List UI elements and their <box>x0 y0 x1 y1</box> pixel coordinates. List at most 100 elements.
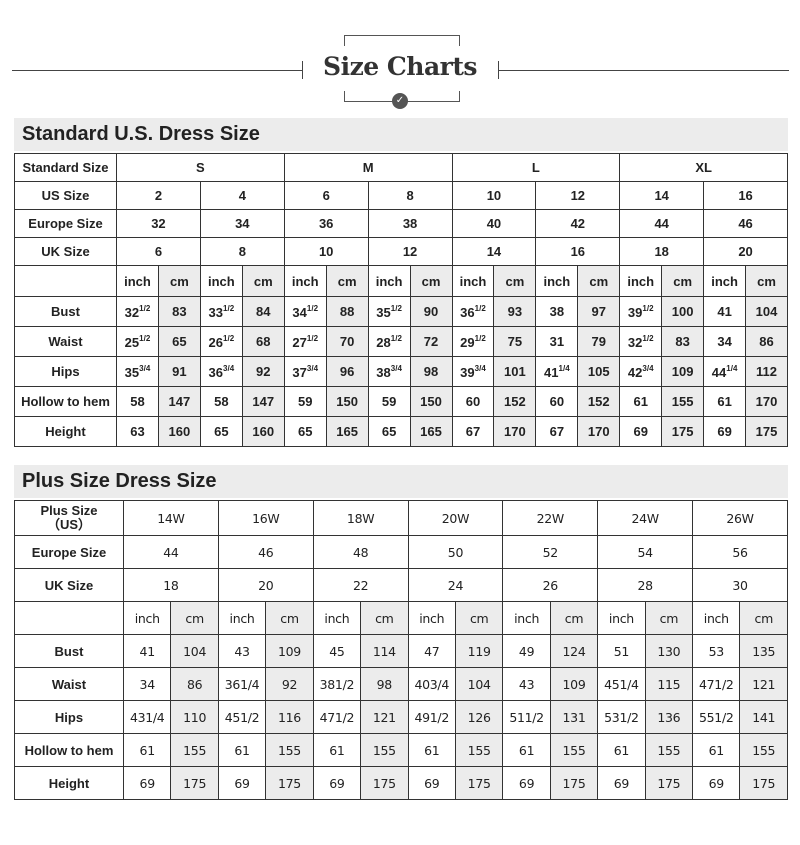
value-whole: 67 <box>549 424 565 439</box>
measurement-row: Waist 251/2 65 261/2 68 271/2 70 281/2 72 291/2 75… <box>14 326 788 357</box>
value-whole: 37 <box>292 364 307 380</box>
inch-value: 59 <box>283 386 327 417</box>
cm-value: 155 <box>549 733 599 767</box>
inch-value: 69 <box>692 766 741 800</box>
size-cell: S <box>116 153 285 182</box>
unit-cm: cm <box>493 265 537 297</box>
title-rule-right <box>499 70 789 71</box>
value-whole: 98 <box>423 364 439 379</box>
unit-inch: inch <box>619 265 663 297</box>
inch-value: 511/2 <box>502 700 551 734</box>
size-cell: 50 <box>407 535 504 569</box>
row-label: Height <box>14 416 117 447</box>
plus-section-title: Plus Size Dress Size <box>22 470 217 492</box>
value-fraction: 1/2 <box>390 333 402 343</box>
cm-value: 83 <box>157 296 201 327</box>
plus-size-row: Plus Size （US） 14W 16W 18W 20W 22W 24W 26W <box>14 500 788 536</box>
size-cell: 48 <box>312 535 409 569</box>
inch-value: 61 <box>122 733 172 767</box>
cm-value: 141 <box>739 700 788 734</box>
cm-value: 124 <box>549 634 599 668</box>
unit-inch: inch <box>116 265 159 297</box>
inch-value: 65 <box>367 416 411 447</box>
value-whole: 112 <box>756 364 778 379</box>
cm-value: 135 <box>739 634 788 668</box>
inch-value: 423/4 <box>619 356 663 387</box>
value-whole: 104 <box>755 304 778 319</box>
cm-value: 112 <box>745 356 788 387</box>
unit-inch: inch <box>597 601 646 635</box>
inch-value: 38 <box>535 296 579 327</box>
cm-value: 84 <box>241 296 285 327</box>
cm-value: 83 <box>661 326 705 357</box>
cm-value: 100 <box>661 296 705 327</box>
value-whole: 65 <box>381 424 397 439</box>
cm-value: 96 <box>325 356 369 387</box>
inch-value: 58 <box>116 386 159 417</box>
cm-value: 86 <box>170 667 219 701</box>
value-whole: 83 <box>675 334 690 349</box>
inch-value: 361/4 <box>217 667 267 701</box>
inch-value: 41 <box>122 634 172 668</box>
inch-value: 60 <box>535 386 579 417</box>
inch-value: 41 <box>703 296 747 327</box>
value-whole: 152 <box>504 394 526 409</box>
cm-value: 170 <box>745 386 788 417</box>
unit-row: inch cm inch cm inch cm inch cm inch cm inch cm inch… <box>14 265 788 297</box>
cm-value: 98 <box>409 356 453 387</box>
value-whole: 165 <box>336 424 358 439</box>
inch-value: 60 <box>451 386 495 417</box>
value-whole: 41 <box>717 304 732 319</box>
size-cell: 16 <box>703 181 788 210</box>
standard-size-table: Standard Size S M L XL US Size 2 4 6 8 10 12 14 16 Eur… <box>14 153 788 447</box>
size-cell: 46 <box>703 209 788 238</box>
size-cell: 10 <box>451 181 537 210</box>
size-cell: 8 <box>367 181 453 210</box>
size-cell: 46 <box>217 535 314 569</box>
inch-value: 69 <box>597 766 646 800</box>
value-whole: 58 <box>214 394 229 409</box>
size-cell: 54 <box>597 535 694 569</box>
inch-value: 411/4 <box>535 356 579 387</box>
cm-value: 175 <box>549 766 599 800</box>
plus-section-header: Plus Size Dress Size <box>14 465 788 498</box>
size-cell: 18 <box>123 568 219 602</box>
size-cell: 28 <box>597 568 694 602</box>
size-cell: 2 <box>116 181 201 210</box>
value-whole: 65 <box>297 424 313 439</box>
size-cell: 14 <box>451 237 537 266</box>
inch-value: 63 <box>116 416 159 447</box>
cm-value: 165 <box>409 416 453 447</box>
value-whole: 38 <box>549 304 565 319</box>
size-cell: 38 <box>367 209 453 238</box>
cm-value: 126 <box>454 700 504 734</box>
measurement-row: Hollow to hem 61 155 61 155 61 155 61 155 61 155 61… <box>14 733 788 767</box>
cm-value: 75 <box>493 326 537 357</box>
inch-value: 271/2 <box>283 326 327 357</box>
size-cell: 20W <box>407 500 504 536</box>
value-whole: 72 <box>423 334 439 349</box>
cm-value: 104 <box>454 667 504 701</box>
value-whole: 70 <box>339 334 355 349</box>
rule-tick-right <box>498 61 499 79</box>
inch-value: 291/2 <box>451 326 495 357</box>
inch-value: 381/2 <box>312 667 362 701</box>
inch-value: 393/4 <box>451 356 495 387</box>
value-whole: 27 <box>292 334 307 350</box>
cm-value: 175 <box>265 766 314 800</box>
rule-tick-left <box>302 61 303 79</box>
unit-cm: cm <box>454 601 504 635</box>
inch-value: 353/4 <box>116 356 159 387</box>
row-label: Bust <box>14 634 124 668</box>
measurement-row: Hips 353/4 91 363/4 92 373/4 96 383/4 98 393/4 101… <box>14 356 788 387</box>
inch-value: 51 <box>597 634 646 668</box>
value-whole: 88 <box>339 304 355 319</box>
value-whole: 42 <box>627 364 643 380</box>
cm-value: 121 <box>739 667 788 701</box>
size-cell: 34 <box>199 209 285 238</box>
inch-value: 31 <box>535 326 579 357</box>
size-cell: 24 <box>407 568 504 602</box>
value-whole: 155 <box>671 394 694 409</box>
value-fraction: 1/2 <box>474 333 486 343</box>
value-whole: 38 <box>376 364 391 380</box>
